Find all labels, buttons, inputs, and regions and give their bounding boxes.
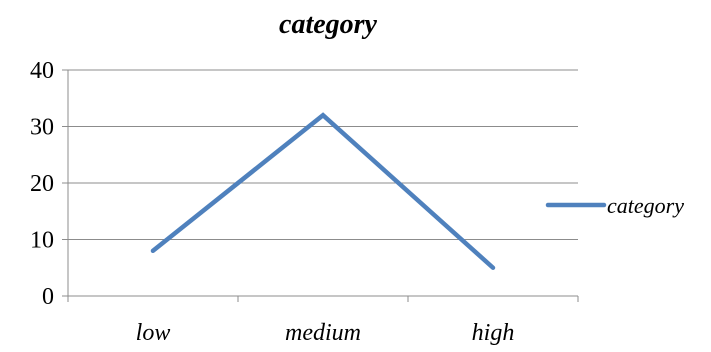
legend: category	[545, 193, 684, 218]
y-tick-label-0: 0	[42, 284, 54, 310]
y-tick-label-30: 30	[30, 115, 54, 141]
x-tick-label-low: low	[136, 320, 171, 346]
legend-label-category: category	[607, 193, 684, 218]
y-tick-label-20: 20	[30, 171, 54, 197]
chart-title: category	[279, 9, 378, 40]
axes: 0 10 20 30 40 low medium high	[30, 58, 579, 346]
x-tick-label-high: high	[472, 320, 515, 346]
gridlines	[68, 69, 578, 240]
series-line-category	[150, 112, 496, 270]
x-tick-label-medium: medium	[285, 320, 361, 346]
y-tick-label-10: 10	[30, 228, 54, 254]
y-tick-label-40: 40	[30, 58, 54, 84]
series-lines	[150, 112, 496, 270]
